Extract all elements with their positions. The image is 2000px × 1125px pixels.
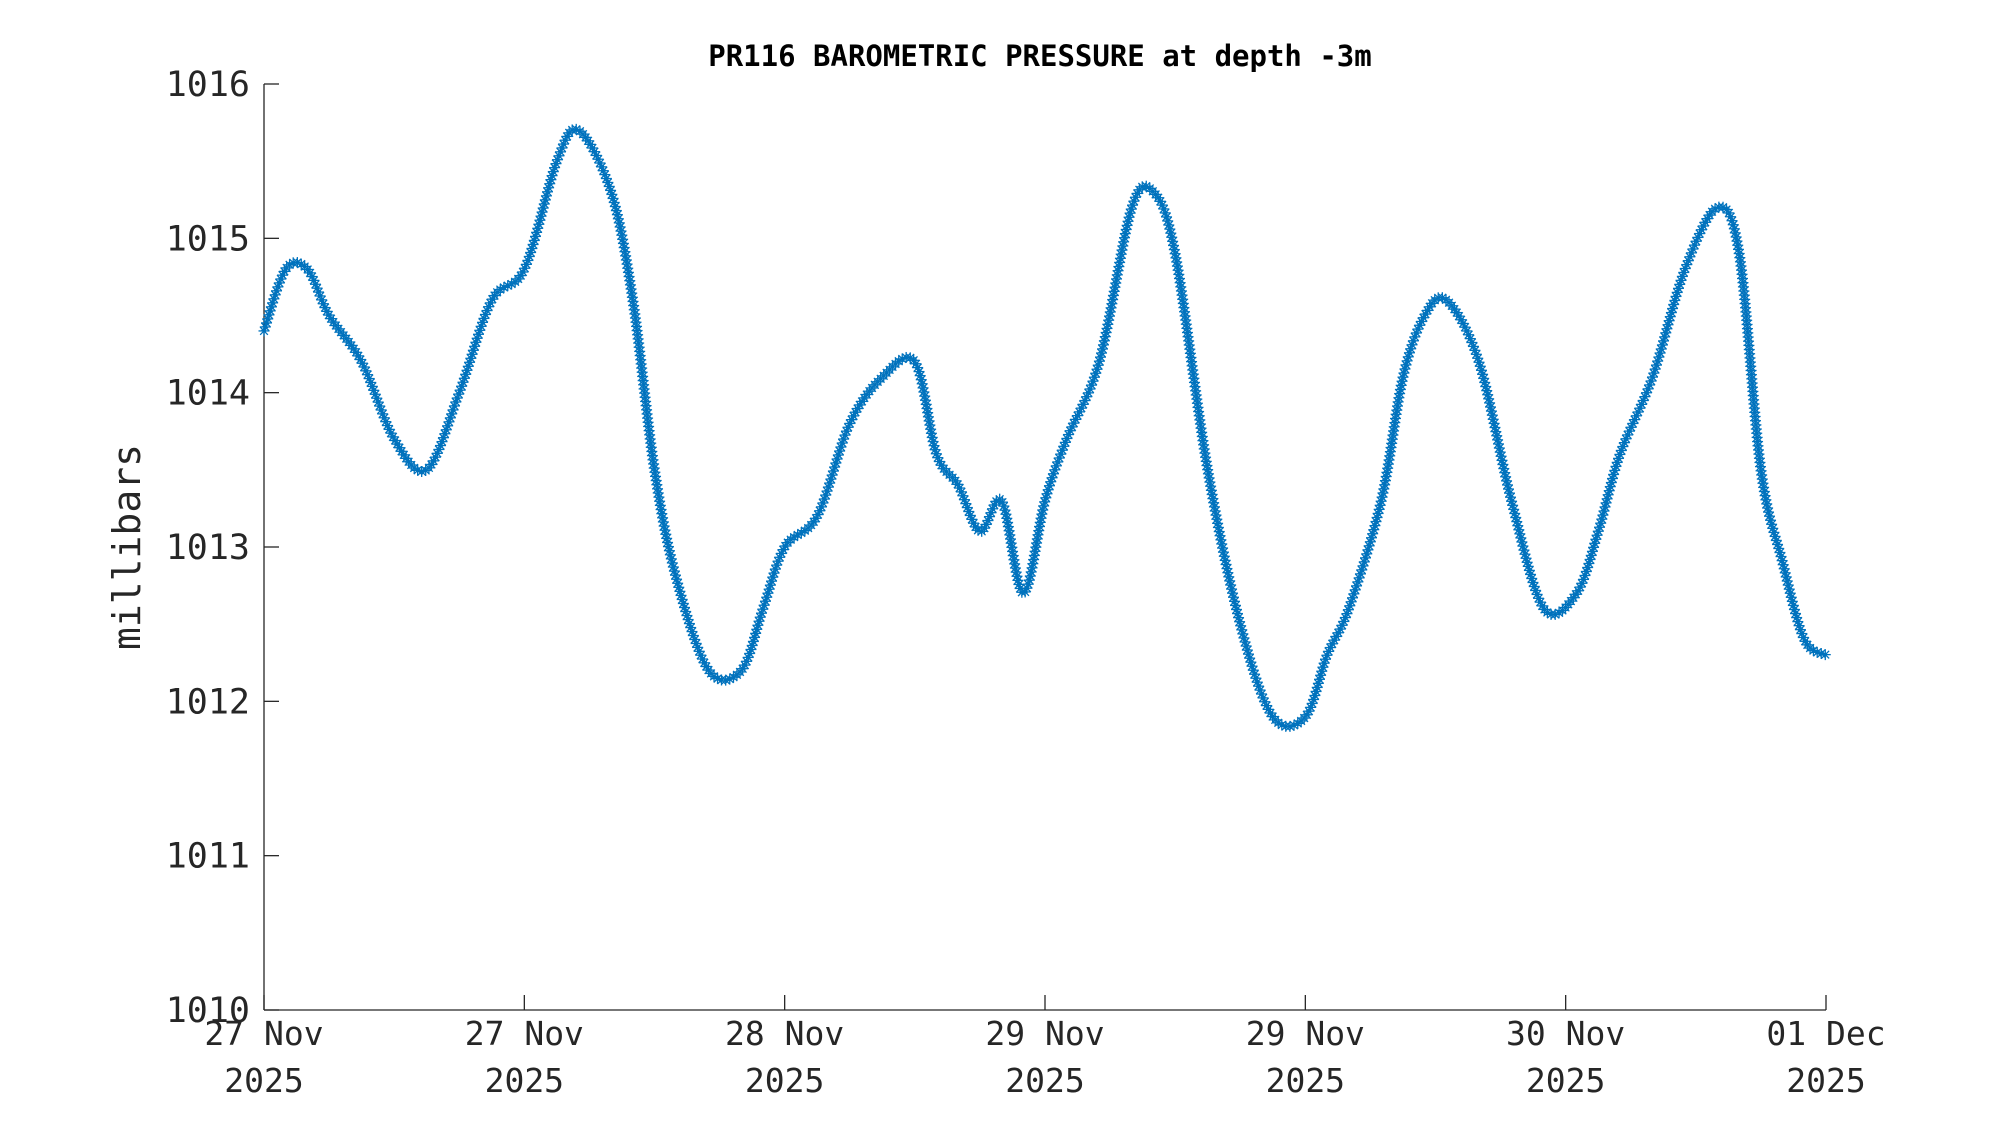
data-point-marker bbox=[1618, 437, 1630, 449]
data-point-marker bbox=[1819, 649, 1831, 661]
y-axis-ticks: 1010 1011 1012 1013 1014 1015 1016 bbox=[166, 65, 279, 1031]
y-tick-label: 1015 bbox=[166, 219, 250, 259]
data-point-marker bbox=[517, 266, 529, 278]
data-point-marker bbox=[1382, 458, 1394, 470]
data-point-marker bbox=[620, 254, 632, 266]
data-point-marker bbox=[662, 541, 674, 553]
data-point-marker bbox=[1334, 623, 1346, 635]
x-tick-label: 27 Nov bbox=[465, 1014, 584, 1053]
x-tick-label: 28 Nov bbox=[725, 1014, 844, 1053]
data-point-marker bbox=[1527, 576, 1539, 588]
data-point-marker bbox=[549, 162, 561, 174]
series-line bbox=[263, 128, 1827, 728]
y-tick-label: 1010 bbox=[166, 991, 250, 1031]
data-point-marker bbox=[1401, 355, 1413, 367]
y-axis-label: millibars bbox=[105, 444, 149, 650]
data-point-marker bbox=[1410, 327, 1422, 339]
x-tick-label: 27 Nov bbox=[204, 1014, 323, 1053]
data-point-marker bbox=[1609, 464, 1621, 476]
data-point-marker bbox=[1491, 430, 1503, 442]
data-point-marker bbox=[1159, 207, 1171, 219]
data-point-marker bbox=[681, 610, 693, 622]
x-tick-year: 2025 bbox=[1526, 1061, 1605, 1100]
data-point-marker bbox=[1324, 642, 1336, 654]
data-point-marker bbox=[1321, 649, 1333, 661]
y-tick-label: 1011 bbox=[166, 837, 250, 877]
data-point-marker bbox=[836, 437, 848, 449]
x-tick-label: 29 Nov bbox=[985, 1014, 1104, 1053]
data-point-marker bbox=[826, 469, 838, 481]
x-tick-year: 2025 bbox=[1786, 1061, 1865, 1100]
data-point-marker bbox=[345, 339, 357, 351]
y-tick-label: 1016 bbox=[166, 65, 250, 105]
x-tick-year: 2025 bbox=[1005, 1061, 1084, 1100]
data-point-marker bbox=[1594, 521, 1606, 533]
data-series bbox=[258, 123, 1831, 732]
data-point-marker bbox=[1288, 719, 1300, 731]
y-tick-label: 1014 bbox=[166, 374, 250, 414]
x-tick-year: 2025 bbox=[224, 1061, 303, 1100]
chart-title: PR116 BAROMETRIC PRESSURE at depth -3m bbox=[708, 39, 1371, 73]
x-tick-year: 2025 bbox=[1266, 1061, 1345, 1100]
x-tick-label: 29 Nov bbox=[1246, 1014, 1365, 1053]
data-point-marker bbox=[616, 229, 628, 241]
data-point-marker bbox=[522, 254, 534, 266]
data-point-marker bbox=[453, 388, 465, 400]
x-tick-year: 2025 bbox=[745, 1061, 824, 1100]
data-point-marker bbox=[1097, 339, 1109, 351]
x-tick-label: 01 Dec bbox=[1766, 1014, 1885, 1053]
x-axis-ticks: 27 Nov 2025 27 Nov 2025 28 Nov 2025 29 Nov 2025… bbox=[204, 995, 1886, 1100]
y-tick-label: 1013 bbox=[166, 528, 250, 568]
data-point-marker bbox=[1765, 514, 1777, 526]
data-point-marker bbox=[1220, 558, 1232, 570]
x-tick-year: 2025 bbox=[485, 1061, 564, 1100]
y-tick-label: 1012 bbox=[166, 682, 250, 722]
data-point-marker bbox=[1111, 269, 1123, 281]
x-tick-label: 30 Nov bbox=[1506, 1014, 1625, 1053]
data-point-marker bbox=[515, 270, 527, 282]
